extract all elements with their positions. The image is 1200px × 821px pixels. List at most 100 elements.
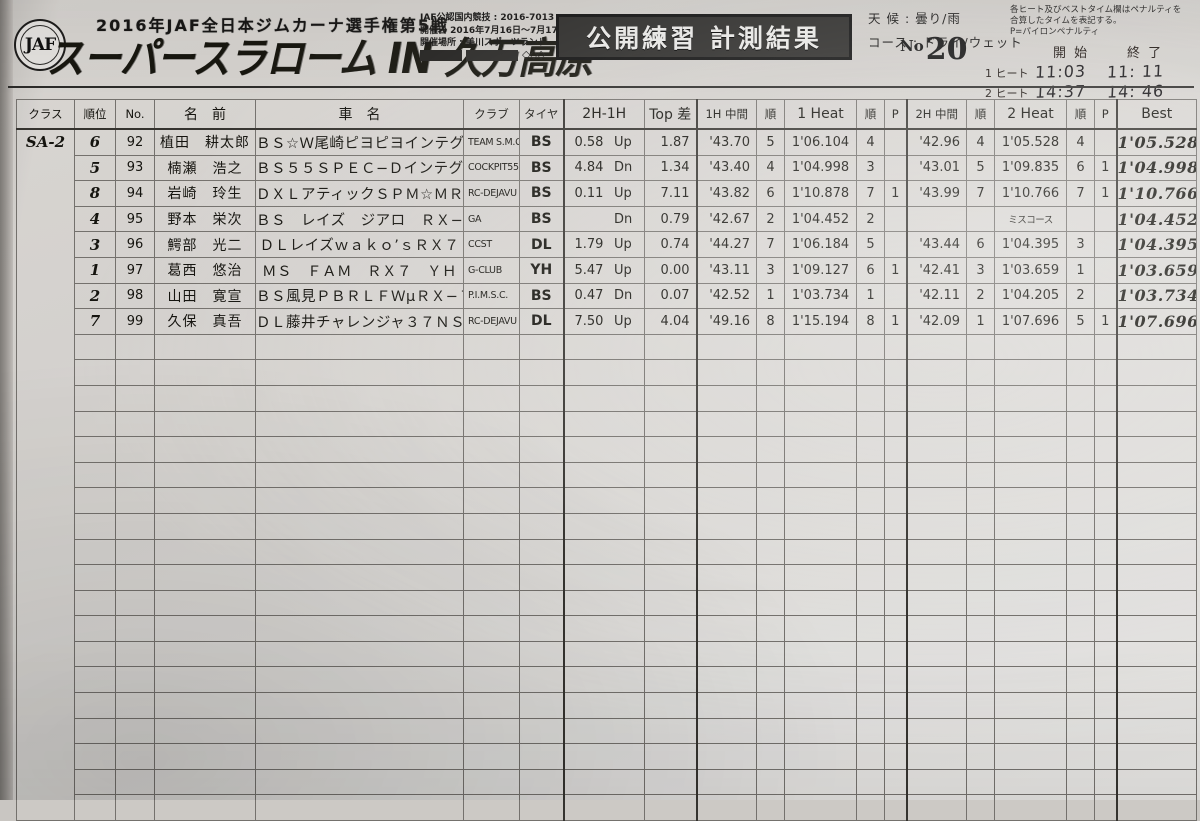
empty-cell [884,436,907,463]
table-row-empty[interactable] [17,743,1197,770]
empty-cell [74,564,116,591]
table-row-empty[interactable] [17,538,1197,566]
empty-cell [519,615,564,642]
h2-mid-cell: '43.01 [905,154,967,182]
empty-cell [463,461,520,489]
table-row[interactable]: 8 94 岩崎 玲生 ＤＸＬアティックＳＰＭ☆ＭＲ２ RC-DEJAVU BS 0.11 Up… [17,180,1197,207]
table-row-empty[interactable] [17,410,1197,438]
car-number-cell: 93 [115,154,155,182]
empty-cell [784,589,857,617]
empty-cell [562,538,645,566]
table-row[interactable]: SA-2 6 92 植田 耕太郎 ＢＳ☆Ｗ尾崎ピヨピヨインテグラ TEAM S.M.C BS… [16,128,1197,821]
table-row[interactable]: 7 99 久保 真吾 ＤＬ藤井チャレンジャ３７ＮＳＸ RC-DEJAVU DL 7.50 Up… [17,308,1197,335]
table-row-empty[interactable] [17,615,1197,642]
car-number-cell: 97 [115,256,155,284]
car-name-cell: ＢＳ レイズ ジアロ ＲＸ−７ [255,205,464,233]
empty-cell [966,512,995,540]
empty-cell [994,692,1067,719]
sponsor-logo-1-icon [420,50,462,61]
heat1-penalty-cell [884,154,907,182]
table-row-empty[interactable] [17,461,1197,489]
empty-cell [784,640,857,668]
empty-cell [966,538,995,566]
heat2-time-cell: 1'07.696 [994,308,1067,335]
empty-cell [966,768,995,796]
empty-cell [884,384,907,412]
empty-cell [519,794,564,821]
empty-cell [905,384,967,412]
table-row-empty[interactable] [17,666,1197,694]
table-row-empty[interactable] [17,640,1197,668]
empty-cell [994,717,1067,745]
weather-line: 天 候 : 曇り/雨 [868,11,961,26]
col-header-name: 名 前 [154,99,256,130]
empty-cell [644,461,697,489]
table-row-empty[interactable] [17,717,1197,745]
heat2-rank-cell: 4 [1066,128,1095,156]
empty-cell [1115,487,1197,514]
heat1-time-cell: 1'15.194 [784,308,857,335]
empty-cell [695,640,757,668]
empty-cell [74,512,116,540]
empty-cell [905,615,967,642]
table-row-empty[interactable] [17,487,1197,514]
table-row-empty[interactable] [17,768,1197,796]
empty-cell [115,717,155,745]
table-row[interactable]: 2 98 山田 寛宣 ＢＳ風見ＰＢＲＬＦＷμＲＸ−７ P.I.M.S.C. BS 0.47 D… [17,282,1197,310]
h1-mid-rank-cell: 1 [756,282,785,310]
empty-cell [784,743,857,770]
table-row[interactable]: 1 97 葛西 悠治 ＭＳ ＦＡＭ ＲＸ７ ＹＨ G-CLUB YH 5.47 Up 0.00 '… [17,256,1197,284]
empty-cell [994,615,1067,642]
h1-mid-rank-cell: 4 [756,154,785,182]
heat1-penalty-cell [884,205,907,233]
table-row[interactable]: 3 96 鰐部 光二 ＤＬレイズｗａｋｏ’ｓＲＸ７ CCST DL 1.79 Up 0.74'4… [17,231,1197,258]
empty-cell [255,410,464,438]
driver-name-cell: 楠瀬 浩之 [154,154,256,182]
empty-cell [884,692,907,719]
empty-cell [994,743,1067,770]
table-row-empty[interactable] [17,794,1197,821]
h2-mid-cell: '42.11 [905,282,967,310]
table-row-empty[interactable] [17,512,1197,540]
tire-cell: BS [519,128,564,156]
table-row-empty[interactable] [17,589,1197,617]
h2-mid-cell: '43.44 [905,231,967,258]
logo-text: JAF [24,35,56,55]
table-row-empty[interactable] [17,384,1197,412]
results-table-container: クラス 順位 No. 名 前 車 名 クラブ タイヤ 2H-1H Top 差 1… [16,99,1197,821]
empty-cell [784,666,857,694]
top-diff-cell: 4.04 [644,308,697,335]
table-row[interactable]: 5 93 楠瀬 浩之 ＢＳ５５ＳＰＥＣ−Ｄインテグラ COCKPIT55 BS 4.84 Dn… [17,154,1197,182]
heat1-end-time: 11: 11 [1106,61,1165,82]
empty-cell [1115,538,1197,566]
table-row-empty[interactable] [17,359,1197,386]
empty-cell [562,384,645,412]
table-row-empty[interactable] [17,333,1197,361]
empty-cell [255,589,464,617]
empty-cell [756,717,785,745]
table-row-empty[interactable] [17,692,1197,719]
empty-cell [255,794,464,821]
table-row[interactable]: 4 95 野本 栄次 ＢＳ レイズ ジアロ ＲＸ−７ GA BS Dn 0.79'42.67 2… [17,205,1197,233]
table-row-empty[interactable] [17,436,1197,463]
empty-cell [1115,692,1197,719]
empty-cell [1066,410,1095,438]
empty-cell [756,615,785,642]
empty-cell [255,512,464,540]
table-row-empty[interactable] [17,564,1197,591]
empty-cell [994,666,1067,694]
empty-cell [154,768,256,796]
empty-cell [994,564,1067,591]
empty-cell [905,333,967,361]
empty-cell [1115,794,1197,821]
empty-cell [562,333,645,361]
empty-cell [1066,640,1095,668]
h2-mid-rank-cell: 5 [966,154,995,182]
empty-cell [562,512,645,540]
empty-cell [255,717,464,745]
empty-cell [519,436,564,463]
empty-cell [463,538,520,566]
empty-cell [255,615,464,642]
heat2-time-cell: 1'04.205 [994,282,1067,310]
empty-cell [856,410,885,438]
